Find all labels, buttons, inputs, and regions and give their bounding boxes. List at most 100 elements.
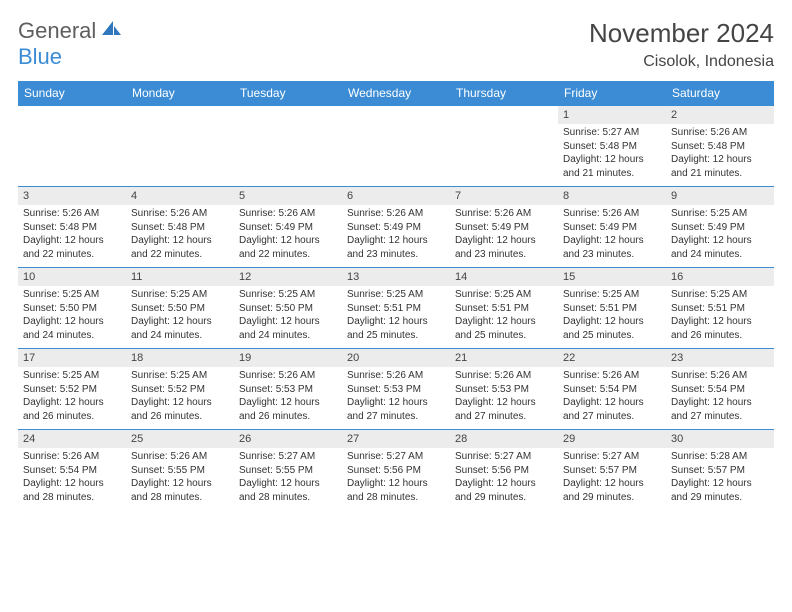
calendar-cell: 10Sunrise: 5:25 AMSunset: 5:50 PMDayligh…: [18, 268, 126, 349]
day-details: Sunrise: 5:26 AMSunset: 5:54 PMDaylight:…: [558, 367, 666, 429]
sunset-text: Sunset: 5:51 PM: [347, 302, 445, 316]
daylight-text: Daylight: 12 hours and 26 minutes.: [131, 396, 229, 423]
sunset-text: Sunset: 5:49 PM: [347, 221, 445, 235]
sail-icon: [100, 19, 122, 42]
day-number: 2: [666, 106, 774, 124]
daylight-text: Daylight: 12 hours and 25 minutes.: [347, 315, 445, 342]
calendar-week: 1Sunrise: 5:27 AMSunset: 5:48 PMDaylight…: [18, 106, 774, 187]
sunrise-text: Sunrise: 5:26 AM: [23, 450, 121, 464]
day-number: 18: [126, 349, 234, 367]
daylight-text: Daylight: 12 hours and 25 minutes.: [563, 315, 661, 342]
day-number: 29: [558, 430, 666, 448]
daylight-text: Daylight: 12 hours and 21 minutes.: [563, 153, 661, 180]
sunset-text: Sunset: 5:51 PM: [455, 302, 553, 316]
location-label: Cisolok, Indonesia: [589, 53, 774, 71]
calendar-cell: 25Sunrise: 5:26 AMSunset: 5:55 PMDayligh…: [126, 430, 234, 511]
sunset-text: Sunset: 5:56 PM: [455, 464, 553, 478]
day-number: 26: [234, 430, 342, 448]
sunrise-text: Sunrise: 5:27 AM: [563, 126, 661, 140]
calendar-cell: 28 Sunrise: 5:27 AMSunset: 5:56 PMDayligh…: [450, 430, 558, 511]
day-details: Sunrise: 5:25 AMSunset: 5:50 PMDaylight:…: [18, 286, 126, 348]
calendar-cell: 18Sunrise: 5:25 AMSunset: 5:52 PMDayligh…: [126, 349, 234, 430]
daylight-text: Daylight: 12 hours and 27 minutes.: [563, 396, 661, 423]
daylight-text: Daylight: 12 hours and 22 minutes.: [131, 234, 229, 261]
sunset-text: Sunset: 5:49 PM: [239, 221, 337, 235]
sunrise-text: Sunrise: 5:26 AM: [131, 207, 229, 221]
day-number: 10: [18, 268, 126, 286]
calendar-week: 10Sunrise: 5:25 AMSunset: 5:50 PMDayligh…: [18, 268, 774, 349]
day-number: 4: [126, 187, 234, 205]
sunset-text: Sunset: 5:48 PM: [563, 140, 661, 154]
sunrise-text: Sunrise: 5:27 AM: [239, 450, 337, 464]
calendar-cell: 15Sunrise: 5:25 AMSunset: 5:51 PMDayligh…: [558, 268, 666, 349]
brand-part1: General: [18, 18, 96, 44]
daylight-text: Daylight: 12 hours and 27 minutes.: [347, 396, 445, 423]
calendar-cell: 8Sunrise: 5:26 AMSunset: 5:49 PMDaylight…: [558, 187, 666, 268]
brand-part2-wrap: Blue: [18, 44, 62, 70]
day-details: Sunrise: 5:25 AMSunset: 5:50 PMDaylight:…: [126, 286, 234, 348]
day-number: 30: [666, 430, 774, 448]
sunrise-text: Sunrise: 5:28 AM: [671, 450, 769, 464]
calendar-week: 24Sunrise: 5:26 AMSunset: 5:54 PMDayligh…: [18, 430, 774, 511]
day-details: Sunrise: 5:25 AMSunset: 5:52 PMDaylight:…: [126, 367, 234, 429]
calendar-cell: 22Sunrise: 5:26 AMSunset: 5:54 PMDayligh…: [558, 349, 666, 430]
calendar-cell: 16Sunrise: 5:25 AMSunset: 5:51 PMDayligh…: [666, 268, 774, 349]
daylight-text: Daylight: 12 hours and 24 minutes.: [131, 315, 229, 342]
daylight-text: Daylight: 12 hours and 27 minutes.: [671, 396, 769, 423]
day-number: 7: [450, 187, 558, 205]
day-number: 5: [234, 187, 342, 205]
sunrise-text: Sunrise: 5:25 AM: [131, 288, 229, 302]
sunset-text: Sunset: 5:49 PM: [455, 221, 553, 235]
sunrise-text: Sunrise: 5:26 AM: [23, 207, 121, 221]
calendar-cell: 20Sunrise: 5:26 AMSunset: 5:53 PMDayligh…: [342, 349, 450, 430]
sunrise-text: Sunrise: 5:25 AM: [239, 288, 337, 302]
daylight-text: Daylight: 12 hours and 28 minutes.: [23, 477, 121, 504]
sunrise-text: Sunrise: 5:26 AM: [455, 369, 553, 383]
sunset-text: Sunset: 5:53 PM: [347, 383, 445, 397]
day-header: Thursday: [450, 81, 558, 106]
day-details: Sunrise: 5:25 AMSunset: 5:51 PMDaylight:…: [342, 286, 450, 348]
sunrise-text: Sunrise: 5:26 AM: [239, 207, 337, 221]
daylight-text: Daylight: 12 hours and 25 minutes.: [455, 315, 553, 342]
calendar-cell: 1Sunrise: 5:27 AMSunset: 5:48 PMDaylight…: [558, 106, 666, 187]
sunset-text: Sunset: 5:57 PM: [563, 464, 661, 478]
sunrise-text: Sunrise: 5:25 AM: [671, 288, 769, 302]
sunset-text: Sunset: 5:54 PM: [563, 383, 661, 397]
day-details: Sunrise: 5:25 AMSunset: 5:51 PMDaylight:…: [558, 286, 666, 348]
day-details: Sunrise: 5:26 AMSunset: 5:55 PMDaylight:…: [126, 448, 234, 510]
day-details: Sunrise: 5:25 AMSunset: 5:52 PMDaylight:…: [18, 367, 126, 429]
calendar-cell: 30Sunrise: 5:28 AMSunset: 5:57 PMDayligh…: [666, 430, 774, 511]
daylight-text: Daylight: 12 hours and 29 minutes.: [455, 477, 553, 504]
calendar-cell: 19Sunrise: 5:26 AMSunset: 5:53 PMDayligh…: [234, 349, 342, 430]
day-number: 12: [234, 268, 342, 286]
day-details: Sunrise: 5:25 AMSunset: 5:49 PMDaylight:…: [666, 205, 774, 267]
calendar-cell: [342, 106, 450, 187]
sunset-text: Sunset: 5:57 PM: [671, 464, 769, 478]
day-details: Sunrise: 5:26 AMSunset: 5:53 PMDaylight:…: [342, 367, 450, 429]
sunset-text: Sunset: 5:54 PM: [671, 383, 769, 397]
sunrise-text: Sunrise: 5:26 AM: [563, 369, 661, 383]
sunrise-text: Sunrise: 5:27 AM: [455, 450, 553, 464]
sunset-text: Sunset: 5:54 PM: [23, 464, 121, 478]
daylight-text: Daylight: 12 hours and 24 minutes.: [23, 315, 121, 342]
day-number: 28: [450, 430, 558, 448]
sunrise-text: Sunrise: 5:25 AM: [347, 288, 445, 302]
day-details: Sunrise: 5:26 AMSunset: 5:53 PMDaylight:…: [450, 367, 558, 429]
month-title: November 2024: [589, 18, 774, 49]
day-number: 22: [558, 349, 666, 367]
sunset-text: Sunset: 5:53 PM: [455, 383, 553, 397]
calendar-cell: 24Sunrise: 5:26 AMSunset: 5:54 PMDayligh…: [18, 430, 126, 511]
day-details: Sunrise: 5:26 AMSunset: 5:49 PMDaylight:…: [558, 205, 666, 267]
sunset-text: Sunset: 5:56 PM: [347, 464, 445, 478]
sunset-text: Sunset: 5:51 PM: [563, 302, 661, 316]
calendar-week: 17Sunrise: 5:25 AMSunset: 5:52 PMDayligh…: [18, 349, 774, 430]
day-details: Sunrise: 5:26 AMSunset: 5:53 PMDaylight:…: [234, 367, 342, 429]
calendar-body: 1Sunrise: 5:27 AMSunset: 5:48 PMDaylight…: [18, 106, 774, 511]
day-number: 16: [666, 268, 774, 286]
sunrise-text: Sunrise: 5:27 AM: [563, 450, 661, 464]
calendar-cell: 26Sunrise: 5:27 AMSunset: 5:55 PMDayligh…: [234, 430, 342, 511]
day-details: Sunrise: 5:27 AMSunset: 5:57 PMDaylight:…: [558, 448, 666, 510]
calendar-cell: 23Sunrise: 5:26 AMSunset: 5:54 PMDayligh…: [666, 349, 774, 430]
day-number: 6: [342, 187, 450, 205]
day-header: Tuesday: [234, 81, 342, 106]
